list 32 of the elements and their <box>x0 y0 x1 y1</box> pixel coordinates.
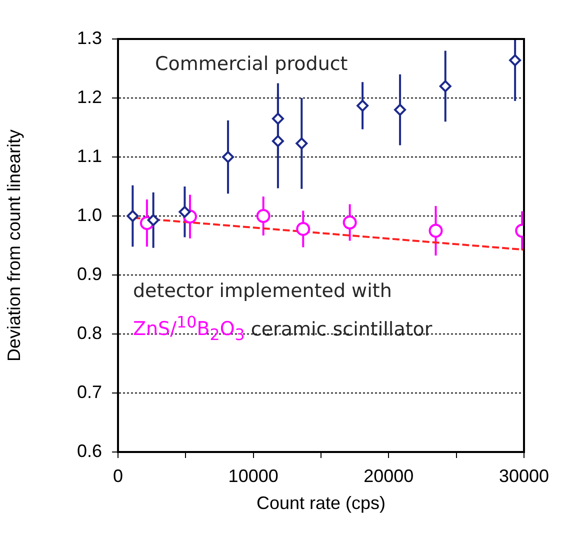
point <box>222 151 234 163</box>
y-tick-label: 1.0 <box>76 204 102 225</box>
annotation: ZnS/$^{10}$B$_{2}$O$_{3}$ ceramic scintillator <box>133 313 432 344</box>
y-tick-label: 0.9 <box>76 264 102 284</box>
y-tick-label: 0.6 <box>76 440 102 461</box>
y-tick-label: 0.7 <box>76 382 102 402</box>
annotation: Commercial product <box>155 53 348 75</box>
x-tick-label: 10000 <box>228 466 278 486</box>
point <box>439 80 452 92</box>
x-tick-label: 20000 <box>364 466 414 486</box>
point <box>296 222 310 236</box>
point <box>272 112 284 125</box>
y-tick-label: 0.8 <box>76 322 102 343</box>
point <box>178 206 191 218</box>
point <box>394 104 406 116</box>
point <box>356 100 369 112</box>
point <box>428 224 443 238</box>
y-axis-title: Deviation from count linearity <box>4 129 24 362</box>
annotation: detector implemented with <box>133 280 392 302</box>
x-axis-title: Count rate (cps) <box>256 493 386 514</box>
y-tick-label: 1.1 <box>76 146 102 166</box>
x-tick-label: 30000 <box>498 466 550 486</box>
point <box>296 137 308 150</box>
y-tick-label: 1.2 <box>76 86 102 107</box>
point <box>147 214 160 226</box>
point <box>126 210 139 222</box>
x-tick-label: 0 <box>112 466 124 486</box>
point <box>509 54 522 66</box>
point <box>342 215 357 230</box>
point <box>256 209 270 223</box>
y-tick-label: 1.3 <box>76 28 102 48</box>
point <box>272 135 284 148</box>
